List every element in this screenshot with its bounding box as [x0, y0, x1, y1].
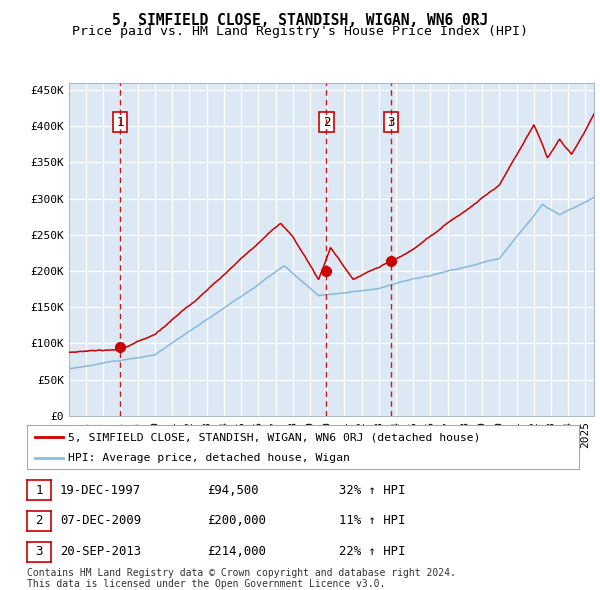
Text: 5, SIMFIELD CLOSE, STANDISH, WIGAN, WN6 0RJ: 5, SIMFIELD CLOSE, STANDISH, WIGAN, WN6 …	[112, 13, 488, 28]
Text: 1: 1	[35, 484, 43, 497]
Text: 5, SIMFIELD CLOSE, STANDISH, WIGAN, WN6 0RJ (detached house): 5, SIMFIELD CLOSE, STANDISH, WIGAN, WN6 …	[68, 432, 481, 442]
Text: 2: 2	[35, 514, 43, 527]
Text: HPI: Average price, detached house, Wigan: HPI: Average price, detached house, Wiga…	[68, 453, 350, 463]
Text: 1: 1	[116, 116, 124, 129]
Text: 20-SEP-2013: 20-SEP-2013	[60, 545, 141, 558]
Text: 32% ↑ HPI: 32% ↑ HPI	[339, 484, 406, 497]
Text: 19-DEC-1997: 19-DEC-1997	[60, 484, 141, 497]
Text: 3: 3	[35, 545, 43, 558]
Text: £214,000: £214,000	[207, 545, 266, 558]
Text: 2: 2	[323, 116, 330, 129]
Text: Contains HM Land Registry data © Crown copyright and database right 2024.
This d: Contains HM Land Registry data © Crown c…	[27, 568, 456, 589]
Text: £94,500: £94,500	[207, 484, 259, 497]
Text: 3: 3	[387, 116, 395, 129]
Text: 07-DEC-2009: 07-DEC-2009	[60, 514, 141, 527]
Text: Price paid vs. HM Land Registry's House Price Index (HPI): Price paid vs. HM Land Registry's House …	[72, 25, 528, 38]
Text: £200,000: £200,000	[207, 514, 266, 527]
Text: 11% ↑ HPI: 11% ↑ HPI	[339, 514, 406, 527]
Text: 22% ↑ HPI: 22% ↑ HPI	[339, 545, 406, 558]
